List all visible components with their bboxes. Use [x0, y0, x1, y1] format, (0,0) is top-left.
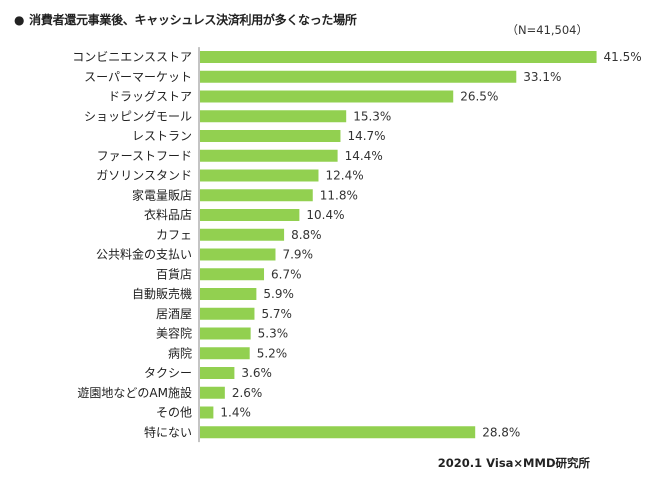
value-label: 26.5%: [460, 90, 498, 104]
bar: [200, 406, 214, 419]
value-label: 3.6%: [241, 366, 272, 380]
bar: [200, 307, 255, 320]
category-label: 公共料金の支払い: [96, 247, 192, 262]
category-label: 美容院: [156, 326, 192, 341]
category-label: 病院: [168, 345, 192, 360]
bar: [200, 426, 476, 439]
title-bullet: ●: [14, 13, 25, 27]
value-label: 5.3%: [258, 327, 289, 341]
category-label: ファーストフード: [97, 149, 192, 163]
bar: [200, 248, 276, 261]
value-label: 5.7%: [261, 307, 292, 321]
category-label: 遊園地などのAM施設: [77, 385, 192, 400]
bar: [200, 367, 235, 379]
value-label: 15.3%: [353, 109, 391, 123]
chart-title: 消費者還元事業後、キャッシュレス決済利用が多くなった場所: [29, 13, 357, 27]
value-label: 41.5%: [604, 50, 642, 64]
bar: [200, 386, 225, 399]
value-label: 14.4%: [345, 149, 383, 163]
bar: [200, 209, 300, 221]
chart-title-row: ● 消費者還元事業後、キャッシュレス決済利用が多くなった場所: [14, 11, 357, 28]
category-label: 特にない: [144, 424, 192, 439]
value-label: 14.7%: [347, 129, 385, 143]
bar: [200, 288, 257, 300]
category-label: ドラッグストア: [108, 90, 192, 104]
sample-size-note: （N=41,504）: [506, 23, 588, 37]
category-label: コンビニエンスストア: [72, 50, 192, 64]
bar: [200, 189, 313, 202]
category-label: レストラン: [132, 129, 192, 143]
value-label: 28.8%: [482, 425, 520, 439]
bar: [200, 110, 347, 123]
value-label: 5.9%: [263, 287, 294, 301]
value-label: 7.9%: [282, 248, 313, 262]
category-label: スーパーマーケット: [84, 70, 192, 84]
bar: [200, 268, 265, 281]
category-label: 百貨店: [156, 266, 192, 281]
category-label: タクシー: [144, 366, 192, 380]
bar: [200, 51, 597, 63]
value-label: 33.1%: [523, 70, 561, 84]
category-label: カフェ: [156, 228, 192, 242]
bar: [200, 347, 250, 360]
value-label: 2.6%: [232, 386, 263, 400]
value-label: 8.8%: [291, 228, 322, 242]
category-label: 自動販売機: [132, 286, 192, 301]
category-label: その他: [156, 406, 192, 420]
category-label: ショッピングモール: [84, 109, 192, 123]
value-label: 12.4%: [325, 169, 363, 183]
category-label: 居酒屋: [156, 307, 192, 321]
bar: [200, 90, 454, 103]
bar: [200, 149, 338, 162]
bar: [200, 228, 285, 241]
category-label: 家電量販店: [132, 187, 192, 202]
value-label: 6.7%: [271, 267, 302, 281]
bar: [200, 169, 319, 182]
value-label: 5.2%: [257, 346, 288, 360]
bar: [200, 327, 251, 340]
bar: [200, 70, 517, 83]
category-label: ガソリンスタンド: [96, 169, 192, 183]
value-label: 11.8%: [320, 188, 358, 202]
source-credit: 2020.1 Visa×MMD研究所: [437, 456, 590, 470]
bar: [200, 130, 341, 142]
category-label: 衣料品店: [144, 207, 192, 222]
value-label: 10.4%: [306, 208, 344, 222]
value-label: 1.4%: [220, 406, 251, 420]
